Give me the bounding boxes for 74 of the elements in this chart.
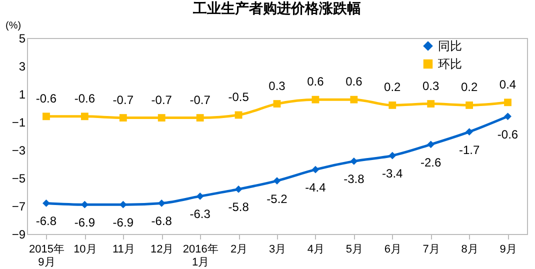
y-tick-label: −3 bbox=[12, 144, 26, 158]
x-tick-label: 5月 bbox=[346, 244, 363, 256]
point bbox=[312, 166, 320, 174]
legend-label: 同比 bbox=[438, 39, 462, 53]
point bbox=[466, 101, 474, 109]
data-label: -5.8 bbox=[228, 200, 250, 214]
data-label: -4.4 bbox=[305, 180, 326, 195]
point bbox=[504, 112, 512, 120]
x-tick-label: 4月 bbox=[307, 244, 325, 256]
point bbox=[119, 114, 127, 122]
legend-label: 环比 bbox=[438, 57, 462, 71]
y-tick-label: −9 bbox=[12, 228, 26, 242]
y-axis-title: (%) bbox=[6, 20, 22, 32]
data-label: -1.7 bbox=[458, 142, 480, 157]
data-label: -2.6 bbox=[420, 155, 442, 170]
data-label: -0.7 bbox=[190, 92, 211, 107]
point bbox=[427, 140, 435, 148]
data-label: -3.8 bbox=[344, 172, 365, 186]
y-tick-label: −5 bbox=[12, 172, 26, 186]
data-label: 0.6 bbox=[346, 74, 363, 89]
data-label: 0.3 bbox=[268, 78, 286, 93]
point bbox=[388, 152, 396, 160]
x-tick-label: 9月 bbox=[500, 244, 517, 256]
point bbox=[196, 114, 204, 122]
data-label: -5.2 bbox=[266, 192, 288, 206]
data-label: 0.2 bbox=[384, 80, 402, 94]
x-tick-label: 10月 bbox=[74, 244, 97, 256]
data-label: 0.6 bbox=[307, 74, 324, 89]
y-tick-label: −7 bbox=[12, 200, 26, 214]
point bbox=[42, 199, 50, 207]
point bbox=[427, 100, 435, 108]
point bbox=[158, 114, 166, 122]
point bbox=[350, 157, 358, 165]
x-tick-label: 2015年 9月 bbox=[28, 244, 64, 268]
x-tick-label: 7月 bbox=[422, 244, 440, 256]
point bbox=[388, 101, 396, 109]
point bbox=[504, 98, 512, 106]
data-label: -6.3 bbox=[190, 207, 211, 222]
data-label: -0.5 bbox=[228, 90, 250, 104]
data-label: -0.6 bbox=[497, 127, 518, 142]
data-label: -3.4 bbox=[382, 166, 404, 181]
x-tick-label: 6月 bbox=[384, 244, 402, 256]
point bbox=[273, 177, 281, 185]
y-tick-label: −1 bbox=[12, 116, 26, 130]
point bbox=[312, 96, 320, 104]
data-label: -6.8 bbox=[36, 214, 57, 228]
point bbox=[42, 112, 50, 120]
y-tick-label: 5 bbox=[18, 32, 26, 46]
x-tick-label: 3月 bbox=[268, 244, 286, 256]
data-label: -0.7 bbox=[151, 92, 172, 107]
data-label: -6.9 bbox=[74, 216, 96, 230]
point bbox=[80, 112, 88, 120]
data-label: 0.3 bbox=[422, 78, 440, 93]
data-label: -6.8 bbox=[151, 214, 172, 228]
x-tick-label: 8月 bbox=[461, 244, 478, 256]
point bbox=[466, 128, 474, 136]
x-tick-label: 12月 bbox=[150, 244, 174, 256]
point bbox=[158, 199, 166, 207]
data-label: -0.6 bbox=[74, 91, 96, 106]
y-tick-label: 1 bbox=[18, 88, 26, 102]
x-tick-label: 2月 bbox=[230, 244, 248, 256]
data-label: -0.7 bbox=[112, 92, 134, 107]
y-tick-label: 3 bbox=[18, 60, 26, 74]
point bbox=[350, 96, 358, 104]
data-label: 0.4 bbox=[499, 77, 516, 92]
data-label: -6.9 bbox=[112, 216, 134, 230]
x-tick-label: 2016年 1月 bbox=[182, 244, 218, 268]
data-label: -0.6 bbox=[36, 91, 57, 106]
chart-title: 工业生产者购进价格涨跌幅 bbox=[192, 0, 361, 16]
data-label: 0.2 bbox=[460, 80, 478, 94]
point bbox=[273, 100, 281, 108]
point bbox=[196, 192, 204, 200]
point bbox=[234, 185, 242, 193]
x-tick-label: 11月 bbox=[112, 244, 135, 256]
